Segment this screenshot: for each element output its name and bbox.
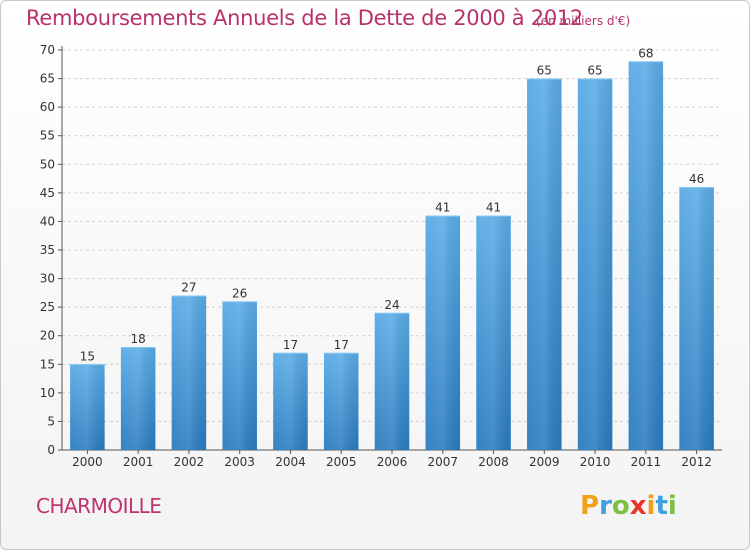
- y-tick-label: 55: [40, 129, 55, 143]
- data-label: 41: [486, 201, 501, 215]
- data-label: 65: [587, 64, 602, 78]
- x-tick-label: 2007: [427, 455, 458, 469]
- bar-shine-2008: [476, 215, 511, 450]
- chart-subtitle: (en milliers d'€): [536, 14, 631, 28]
- commune-name: CHARMOILLE: [36, 494, 162, 518]
- y-tick-label: 5: [47, 414, 55, 428]
- x-tick-label: 2012: [681, 455, 712, 469]
- y-tick-label: 30: [40, 272, 55, 286]
- svg-text:Proxiti: Proxiti: [580, 491, 677, 521]
- y-tick-label: 70: [40, 43, 55, 57]
- data-label: 17: [283, 338, 298, 352]
- y-tick-label: 35: [40, 243, 55, 257]
- bar-shine-2007: [425, 215, 461, 450]
- data-label: 18: [131, 332, 146, 346]
- y-tick-label: 65: [40, 72, 55, 86]
- chart-title: Remboursements Annuels de la Dette de 20…: [26, 6, 583, 30]
- bars: [70, 61, 714, 451]
- data-label: 46: [689, 172, 704, 186]
- y-tick-label: 25: [40, 300, 55, 314]
- x-tick-label: 2008: [478, 455, 509, 469]
- data-label: 15: [80, 349, 95, 363]
- proxiti-logo: Proxiti: [580, 491, 677, 521]
- x-tick-label: 2002: [174, 455, 205, 469]
- x-tick-label: 2006: [377, 455, 408, 469]
- bar-shine-2009: [527, 78, 562, 451]
- y-tick-label: 15: [40, 357, 55, 371]
- x-tick-label: 2001: [123, 455, 154, 469]
- x-tick-label: 2010: [580, 455, 611, 469]
- x-tick-label: 2004: [275, 455, 306, 469]
- x-tick-label: 2003: [224, 455, 255, 469]
- bar-shine-2002: [171, 295, 207, 450]
- y-tick-label: 0: [47, 443, 55, 457]
- data-label: 41: [435, 201, 450, 215]
- data-label: 26: [232, 286, 247, 300]
- x-tick-label: 2009: [529, 455, 560, 469]
- data-label: 27: [181, 281, 196, 295]
- bar-shine-2012: [679, 187, 714, 450]
- bar-shine-2001: [120, 347, 156, 450]
- x-tick-label: 2005: [326, 455, 357, 469]
- data-label: 65: [537, 64, 552, 78]
- data-label: 24: [384, 298, 399, 312]
- y-tick-label: 50: [40, 157, 55, 171]
- y-tick-label: 20: [40, 329, 55, 343]
- bar-shine-2005: [323, 352, 359, 450]
- y-tick-label: 60: [40, 100, 55, 114]
- bar-shine-2003: [222, 301, 257, 450]
- data-label: 68: [638, 46, 653, 60]
- bar-shine-2000: [70, 364, 105, 450]
- y-tick-label: 45: [40, 186, 55, 200]
- bar-shine-2010: [577, 78, 613, 451]
- bar-shine-2006: [374, 312, 410, 450]
- y-tick-label: 40: [40, 214, 55, 228]
- bar-shine-2004: [273, 352, 308, 450]
- x-tick-label: 2000: [72, 455, 103, 469]
- labels: 0 5 10 15 20 25 30 35 40 45 50 55 60 65 70 15 2000 18 2001…: [40, 43, 712, 469]
- data-label: 17: [334, 338, 349, 352]
- y-tick-label: 10: [40, 386, 55, 400]
- bar-shine-2011: [628, 61, 664, 451]
- x-tick-label: 2011: [631, 455, 662, 469]
